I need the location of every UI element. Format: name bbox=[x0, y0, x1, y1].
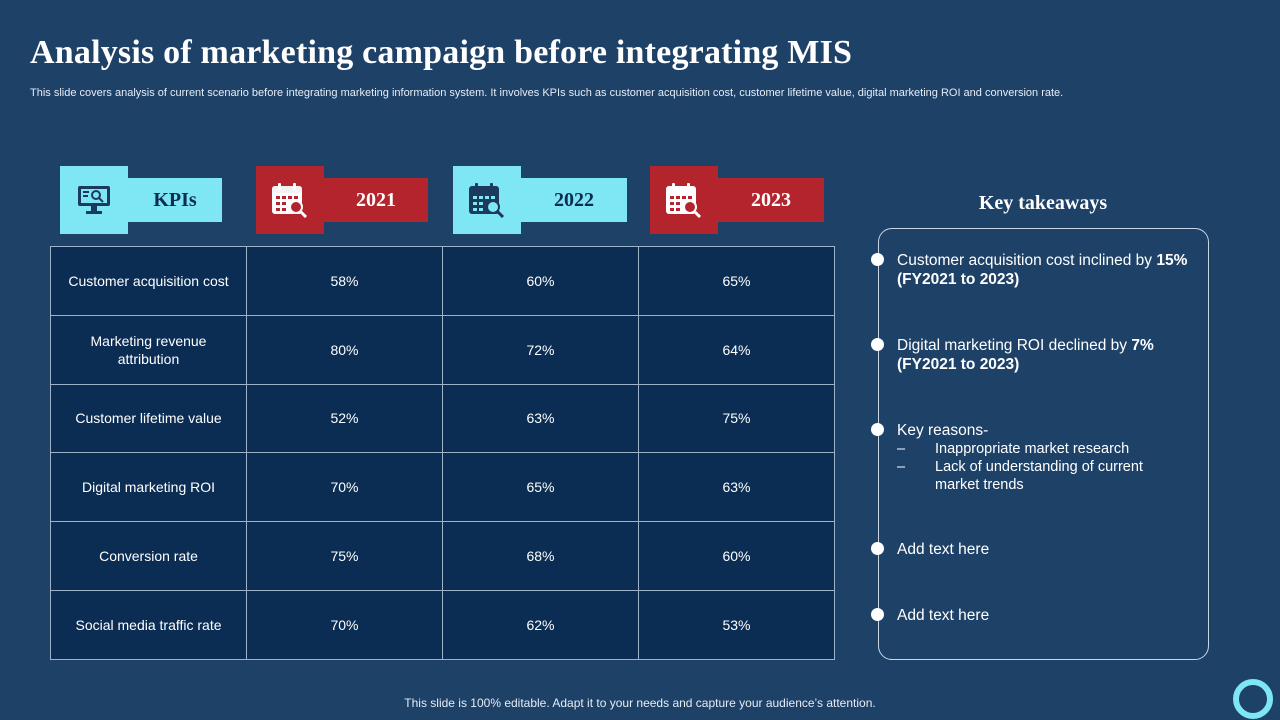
kpi-cell: Social media traffic rate bbox=[50, 589, 247, 660]
calendar-search-icon bbox=[256, 166, 324, 234]
table-row: Marketing revenue attribution 80% 72% 64… bbox=[50, 314, 835, 385]
value-cell-2022: 68% bbox=[442, 521, 639, 591]
kpi-cell: Digital marketing ROI bbox=[50, 452, 247, 523]
calendar-search-icon bbox=[453, 166, 521, 234]
key-takeaways-box bbox=[878, 228, 1209, 660]
value-cell-2021: 52% bbox=[246, 383, 443, 454]
value-cell-2023: 75% bbox=[638, 383, 835, 454]
takeaway-item-3: Key reasons- – Inappropriate market rese… bbox=[897, 421, 1197, 494]
value-cell-2022: 62% bbox=[442, 589, 639, 660]
sub-bullet-text: Inappropriate market research bbox=[935, 441, 1130, 457]
value-cell-2021: 58% bbox=[246, 246, 443, 316]
header-label-2022: 2022 bbox=[521, 178, 627, 222]
takeaway-item-2: Digital marketing ROI declined by 7% (FY2… bbox=[897, 336, 1197, 374]
monitor-search-icon bbox=[60, 166, 128, 234]
bullet-dot bbox=[871, 423, 884, 436]
slide-footer: This slide is 100% editable. Adapt it to… bbox=[404, 696, 876, 710]
value-cell-2022: 60% bbox=[442, 246, 639, 316]
table-row: Social media traffic rate 70% 62% 53% bbox=[50, 589, 835, 660]
value-cell-2021: 75% bbox=[246, 521, 443, 591]
value-cell-2023: 65% bbox=[638, 246, 835, 316]
takeaway-3-text: Key reasons- bbox=[897, 422, 989, 439]
value-cell-2021: 70% bbox=[246, 589, 443, 660]
dash-glyph: – bbox=[897, 459, 906, 475]
value-cell-2022: 72% bbox=[442, 314, 639, 385]
header-label-kpis: KPIs bbox=[128, 178, 222, 222]
value-cell-2023: 53% bbox=[638, 589, 835, 660]
value-cell-2022: 63% bbox=[442, 383, 639, 454]
dash-glyph: – bbox=[897, 441, 906, 457]
key-takeaways-title: Key takeaways bbox=[978, 192, 1108, 214]
header-label-2023: 2023 bbox=[718, 178, 824, 222]
bullet-dot bbox=[871, 338, 884, 351]
value-cell-2021: 70% bbox=[246, 452, 443, 523]
takeaway-2-bold-percent: 7% bbox=[1131, 337, 1154, 354]
table-row: Customer acquisition cost 58% 60% 65% bbox=[50, 246, 835, 316]
ring-logo-icon bbox=[1233, 679, 1273, 719]
value-cell-2023: 60% bbox=[638, 521, 835, 591]
sub-bullet: – Inappropriate market research bbox=[897, 440, 1197, 458]
table-row: Customer lifetime value 52% 63% 75% bbox=[50, 383, 835, 454]
sub-bullet: – Lack of understanding of current marke… bbox=[897, 458, 1197, 494]
bullet-dot bbox=[871, 253, 884, 266]
takeaway-item-1: Customer acquisition cost inclined by 15… bbox=[897, 251, 1197, 289]
kpi-cell: Marketing revenue attribution bbox=[50, 314, 247, 385]
bullet-dot bbox=[871, 542, 884, 555]
table-row: Conversion rate 75% 68% 60% bbox=[50, 521, 835, 591]
value-cell-2023: 64% bbox=[638, 314, 835, 385]
kpi-table: Customer acquisition cost 58% 60% 65% Ma… bbox=[50, 246, 835, 660]
takeaway-1-bold: 15%(FY2021 to 2023) bbox=[897, 252, 1188, 288]
takeaway-item-4: Add text here bbox=[897, 541, 990, 558]
kpi-cell: Customer lifetime value bbox=[50, 383, 247, 454]
table-row: Digital marketing ROI 70% 65% 63% bbox=[50, 452, 835, 523]
takeaway-2-bold-period: (FY2021 to 2023) bbox=[897, 356, 1020, 373]
header-label-2021: 2021 bbox=[324, 178, 428, 222]
bullet-dot bbox=[871, 608, 884, 621]
slide-subtitle: This slide covers analysis of current sc… bbox=[30, 87, 1064, 99]
kpi-cell: Conversion rate bbox=[50, 521, 247, 591]
takeaway-1-text: Customer acquisition cost inclined by bbox=[897, 252, 1157, 269]
sub-bullet-text: Lack of understanding of current market … bbox=[935, 459, 1143, 493]
value-cell-2022: 65% bbox=[442, 452, 639, 523]
kpi-cell: Customer acquisition cost bbox=[50, 246, 247, 316]
takeaway-item-5: Add text here bbox=[897, 607, 990, 624]
value-cell-2023: 63% bbox=[638, 452, 835, 523]
calendar-search-icon bbox=[650, 166, 718, 234]
slide-title: Analysis of marketing campaign before in… bbox=[30, 34, 853, 71]
value-cell-2021: 80% bbox=[246, 314, 443, 385]
takeaway-2-text: Digital marketing ROI declined by bbox=[897, 337, 1132, 354]
